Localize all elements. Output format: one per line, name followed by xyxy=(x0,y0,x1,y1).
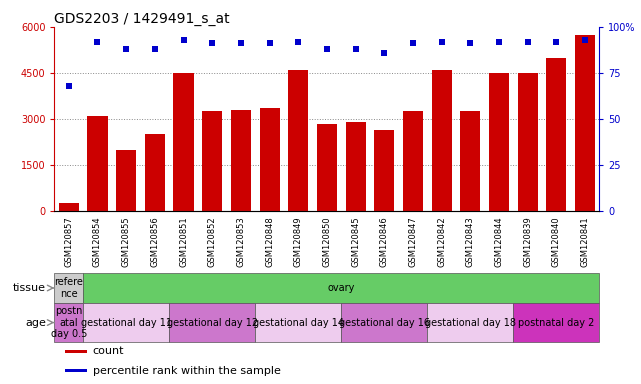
Bar xyxy=(317,124,337,211)
Point xyxy=(322,46,332,52)
Text: postnatal day 2: postnatal day 2 xyxy=(518,318,594,328)
Point xyxy=(494,38,504,45)
Bar xyxy=(169,303,255,342)
Bar xyxy=(174,73,194,211)
Bar xyxy=(345,122,365,211)
Point xyxy=(408,40,418,46)
Text: age: age xyxy=(25,318,46,328)
Point xyxy=(351,46,361,52)
Point xyxy=(236,40,246,46)
Point xyxy=(465,40,476,46)
Bar xyxy=(546,58,567,211)
Bar xyxy=(145,134,165,211)
Bar xyxy=(65,369,87,372)
Point xyxy=(551,38,562,45)
Point xyxy=(63,83,74,89)
Point xyxy=(379,50,389,56)
Text: percentile rank within the sample: percentile rank within the sample xyxy=(93,366,281,376)
Bar xyxy=(59,203,79,211)
Bar xyxy=(231,110,251,211)
Bar xyxy=(288,70,308,211)
Text: tissue: tissue xyxy=(13,283,46,293)
Point xyxy=(121,46,131,52)
Text: gestational day 18: gestational day 18 xyxy=(425,318,516,328)
Text: postn
atal
day 0.5: postn atal day 0.5 xyxy=(51,306,87,339)
Text: ovary: ovary xyxy=(328,283,355,293)
Bar xyxy=(374,130,394,211)
Bar xyxy=(428,303,513,342)
Text: refere
nce: refere nce xyxy=(54,277,83,299)
Text: gestational day 12: gestational day 12 xyxy=(167,318,258,328)
Point xyxy=(580,37,590,43)
Point xyxy=(178,37,188,43)
Bar xyxy=(403,111,423,211)
Bar xyxy=(87,116,108,211)
Point xyxy=(293,38,303,45)
Point xyxy=(522,38,533,45)
Bar xyxy=(260,108,279,211)
Bar xyxy=(255,303,341,342)
Text: gestational day 16: gestational day 16 xyxy=(338,318,429,328)
Bar xyxy=(518,73,538,211)
Text: gestational day 11: gestational day 11 xyxy=(81,318,172,328)
Bar xyxy=(513,303,599,342)
Point xyxy=(207,40,217,46)
Text: GDS2203 / 1429491_s_at: GDS2203 / 1429491_s_at xyxy=(54,12,230,26)
Bar xyxy=(431,70,452,211)
Point xyxy=(92,38,103,45)
Point xyxy=(437,38,447,45)
Point xyxy=(265,40,275,46)
Bar xyxy=(116,150,137,211)
Bar xyxy=(54,273,83,303)
Bar xyxy=(575,35,595,211)
Bar xyxy=(341,303,428,342)
Bar xyxy=(460,111,480,211)
Bar xyxy=(202,111,222,211)
Point xyxy=(150,46,160,52)
Bar xyxy=(489,73,509,211)
Text: count: count xyxy=(93,346,124,356)
Bar xyxy=(83,303,169,342)
Bar xyxy=(54,303,83,342)
Text: gestational day 14: gestational day 14 xyxy=(253,318,344,328)
Bar xyxy=(65,350,87,353)
